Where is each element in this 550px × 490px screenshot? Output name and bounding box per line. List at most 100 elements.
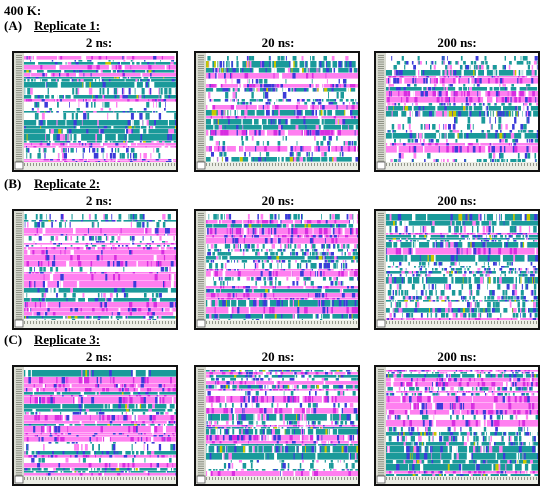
structure-speckle [343,84,347,88]
structure-speckle [335,119,338,125]
structure-band [206,146,358,152]
structure-speckle [40,261,43,267]
ruler-tick [16,232,22,234]
structure-speckle [290,214,292,220]
structure-speckle [75,88,79,95]
structure-band [24,409,176,412]
structure-speckle [449,308,452,313]
structure-speckle [112,247,114,250]
structure-speckle [469,97,473,103]
structure-speckle [264,146,267,152]
structure-speckle [149,388,152,392]
structure-speckle [402,124,405,130]
structure-speckle [462,133,464,139]
structure-speckle [64,129,67,134]
structure-speckle [526,87,528,91]
time-tick [389,321,390,324]
structure-speckle [474,313,477,318]
ruler-tick [378,112,384,113]
structure-speckle [33,241,35,243]
structure-speckle [486,130,491,133]
structure-speckle [435,313,437,318]
structure-speckle [278,119,281,125]
structure-speckle [36,120,39,126]
time-tick [521,321,522,324]
structure-speckle [242,249,245,252]
structure-speckle [408,248,410,255]
structure-speckle [142,222,145,228]
structure-speckle [264,79,268,84]
ruler-tick [198,259,204,260]
structure-speckle [432,268,434,271]
band-separator [206,288,358,290]
time-tick [305,321,306,324]
band-separator [386,105,538,107]
structure-speckle [466,271,470,274]
structure-speckle [216,269,219,271]
structure-speckle [79,70,83,73]
ruler-tick [378,99,384,100]
structure-speckle [79,409,82,412]
structure-speckle [226,228,228,235]
residue-ruler [196,53,206,162]
time-tick [467,321,468,324]
structure-speckle [41,250,45,255]
structure-speckle [459,76,461,78]
structure-speckle [112,298,114,302]
structure-speckle [392,296,395,300]
structure-speckle [151,141,154,143]
structure-speckle [170,421,174,424]
structure-speckle [232,92,236,99]
band-separator [24,420,176,422]
structure-speckle [498,262,500,266]
structure-speckle [462,274,466,277]
structure-speckle [488,248,491,255]
structure-speckle [345,260,347,263]
structure-speckle [85,99,88,102]
structure-speckle [112,245,115,247]
structure-speckle [76,73,79,77]
structure-speckle [217,99,221,102]
structure-speckle [140,384,144,388]
ruler-tick [198,228,204,230]
structure-speckle [151,99,156,102]
structure-band [206,289,358,293]
structure-speckle [315,130,319,136]
structure-speckle [405,130,408,133]
structure-speckle [484,97,487,103]
ruler-tick [16,237,22,238]
structure-speckle [132,120,134,126]
structure-speckle [534,240,538,242]
ruler-tick [198,246,204,247]
ruler-tick [198,298,204,300]
structure-speckle [249,152,251,157]
structure-speckle [126,77,129,79]
structure-speckle [493,268,495,271]
ruler-tick [16,79,22,80]
structure-speckle [49,214,51,220]
structure-speckle [479,221,482,226]
structure-speckle [329,277,332,281]
structure-speckle [78,377,82,384]
structure-speckle [119,153,122,159]
structure-speckle [212,235,214,238]
structure-speckle [78,60,82,62]
structure-speckle [60,392,62,395]
structure-speckle [288,224,292,228]
structure-speckle [139,214,143,220]
time-tick [470,163,471,166]
time-tick [66,163,67,166]
structure-speckle [333,235,337,238]
structure-speckle [76,134,79,141]
band-separator [206,118,358,120]
structure-speckle [464,268,466,271]
structure-speckle [473,103,476,106]
structure-speckle [214,244,218,249]
structure-speckle [348,110,352,116]
structure-speckle [446,143,449,146]
structure-speckle [107,404,109,409]
structure-band [386,61,538,65]
structure-speckle [159,236,162,241]
structure-speckle [83,82,86,88]
structure-speckle [320,157,322,162]
